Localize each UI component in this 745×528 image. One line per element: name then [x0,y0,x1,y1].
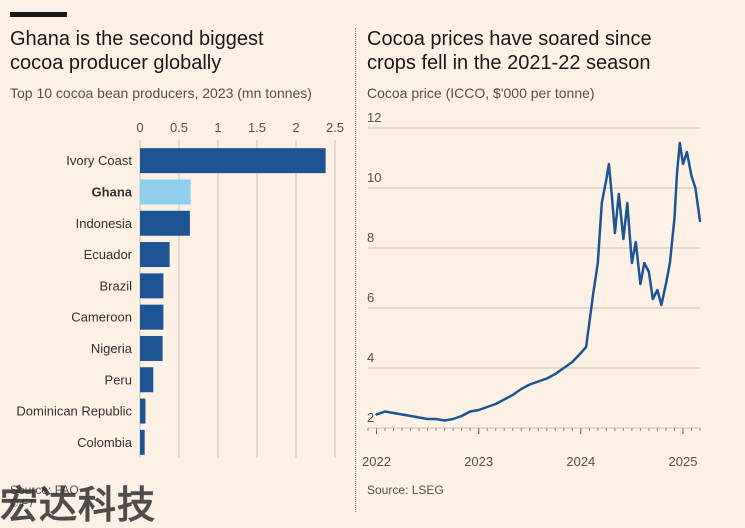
y-tick-label: 4 [367,350,374,365]
ft-header-bar [10,12,67,17]
y-tick-label: 8 [367,230,374,245]
y-tick-label: 12 [367,110,381,125]
left-chart-title: Ghana is the second biggest cocoa produc… [10,27,264,75]
y-tick-label: 10 [367,170,381,185]
x-tick-label: 2.5 [326,120,344,135]
category-label: Ecuador [84,247,133,262]
price-line [375,141,702,422]
ft-copyright: © FT [10,498,35,510]
panel-divider [355,28,356,512]
producers-bar-chart: 0 0.5 1 1.5 2 2.5 Ivory Coast Ghana Indonesia Ecu… [16,120,344,458]
right-title-line-2: crops fell in the 2021-22 season [367,52,651,74]
cocoa-price-line-chart: 2 4 6 8 10 12 2022 2023 2024 2025 [362,110,702,469]
category-label: Cameroon [71,310,132,325]
left-source: Source: FAO [10,483,79,497]
watermark-logo: 宏达科技 [0,485,157,527]
left-title-line-1: Ghana is the second biggest [10,28,264,50]
bar [140,179,191,205]
x-tick-label: 2022 [362,454,391,469]
x-tick-label: 2025 [669,454,698,469]
x-tick-label: 1.5 [248,120,266,135]
x-tick-label: 2023 [464,454,493,469]
left-title-line-2: cocoa producer globally [10,52,222,74]
bar [140,273,164,299]
category-label: Nigeria [91,341,133,356]
category-label: Ivory Coast [66,153,132,168]
x-tick-label: 1 [214,120,221,135]
bar [140,398,146,424]
bar [140,429,145,455]
right-source: Source: LSEG [367,483,444,497]
bar [140,210,190,236]
right-chart-title: Cocoa prices have soared since crops fel… [367,27,652,75]
right-chart-subtitle: Cocoa price (ICCO, $'000 per tonne) [367,85,595,101]
x-tick-label: 2024 [566,454,595,469]
bar [140,148,326,174]
right-title-line-1: Cocoa prices have soared since [367,28,652,50]
left-chart-subtitle: Top 10 cocoa bean producers, 2023 (mn to… [10,85,312,101]
y-tick-label: 2 [367,410,374,425]
category-label: Dominican Republic [16,404,132,419]
bar [140,367,154,393]
category-label: Colombia [77,435,133,450]
bar [140,304,164,330]
category-label: Indonesia [76,216,133,231]
x-tick-label: 2 [292,120,299,135]
bar [140,242,170,268]
bar [140,335,163,361]
category-label: Brazil [99,278,132,293]
y-tick-label: 6 [367,290,374,305]
category-label: Peru [105,372,132,387]
category-label: Ghana [92,184,133,199]
x-tick-label: 0 [136,120,143,135]
x-tick-label: 0.5 [170,120,188,135]
